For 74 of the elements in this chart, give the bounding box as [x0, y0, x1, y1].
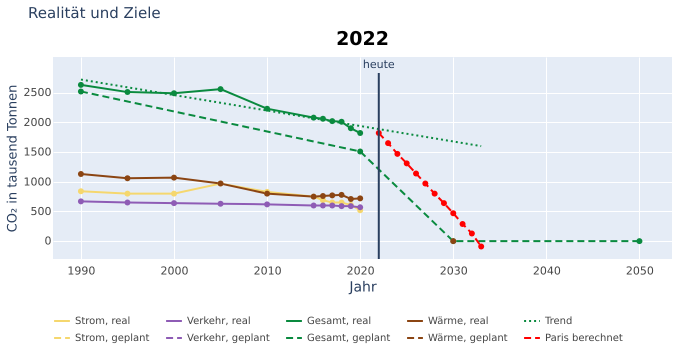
point [348, 125, 354, 132]
legend-label: Paris berechnet [545, 333, 623, 344]
point [78, 88, 84, 94]
point [357, 148, 364, 154]
point [124, 89, 130, 96]
point [460, 220, 466, 227]
y-tick-label: 2000 [24, 116, 52, 129]
point [171, 90, 178, 96]
point [124, 175, 130, 182]
chart-title: 2022 [336, 28, 389, 50]
point [320, 202, 326, 209]
point [357, 130, 364, 136]
point [450, 210, 456, 216]
x-tick-label: 2050 [626, 264, 654, 278]
point [385, 140, 392, 146]
point [310, 202, 317, 209]
point [329, 192, 336, 198]
point [218, 86, 224, 92]
point [171, 190, 178, 197]
point [422, 180, 428, 187]
x-tick-label: 2030 [440, 264, 468, 278]
y-tick-label: 1000 [24, 175, 52, 188]
point [78, 188, 84, 194]
legend-label: Strom, real [75, 316, 130, 327]
point [329, 118, 336, 124]
point [357, 195, 364, 202]
point [357, 204, 364, 210]
y-axis-title: CO₂ in tausend Tonnen [6, 84, 21, 232]
point [78, 82, 84, 88]
point [320, 116, 326, 122]
y-tick-label: 2500 [24, 86, 52, 100]
legend-label: Wärme, geplant [428, 333, 508, 344]
legend-label: Wärme, real [428, 316, 489, 327]
point [310, 114, 317, 121]
point [432, 190, 438, 197]
x-tick-label: 1990 [67, 264, 96, 278]
point [468, 230, 475, 236]
legend-label: Gesamt, real [307, 316, 372, 327]
point [78, 198, 84, 204]
point [171, 200, 178, 206]
legend-label: Strom, geplant [75, 333, 150, 344]
point [413, 170, 420, 176]
x-tick-label: 2020 [346, 264, 375, 278]
point [218, 200, 224, 207]
point [338, 203, 345, 210]
legend-label: Gesamt, geplant [307, 333, 390, 344]
y-tick-label: 0 [44, 234, 52, 248]
point [78, 171, 84, 178]
point [124, 190, 130, 197]
point [440, 200, 447, 206]
point [320, 193, 326, 200]
point [338, 118, 345, 125]
point [338, 192, 345, 198]
point [394, 150, 400, 157]
y-tick-label: 500 [30, 204, 52, 218]
point [348, 196, 354, 202]
y-tick-label: 1500 [24, 146, 52, 159]
point [478, 244, 484, 250]
chart-subtitle: Realität und Ziele [28, 4, 161, 22]
point [264, 106, 270, 112]
point [124, 200, 130, 206]
point [264, 201, 270, 208]
x-tick-label: 2000 [160, 264, 189, 278]
x-tick-label: 2040 [532, 264, 561, 278]
ref-line-label: heute [362, 58, 395, 71]
point [329, 202, 336, 209]
legend-label: Verkehr, geplant [187, 333, 270, 344]
legend-label: Verkehr, real [187, 316, 251, 327]
point [171, 174, 178, 181]
point [636, 238, 642, 244]
legend-label: Trend [544, 316, 572, 327]
point [404, 160, 410, 166]
x-tick-label: 2010 [254, 264, 282, 278]
x-axis-title: Jahr [348, 280, 377, 296]
